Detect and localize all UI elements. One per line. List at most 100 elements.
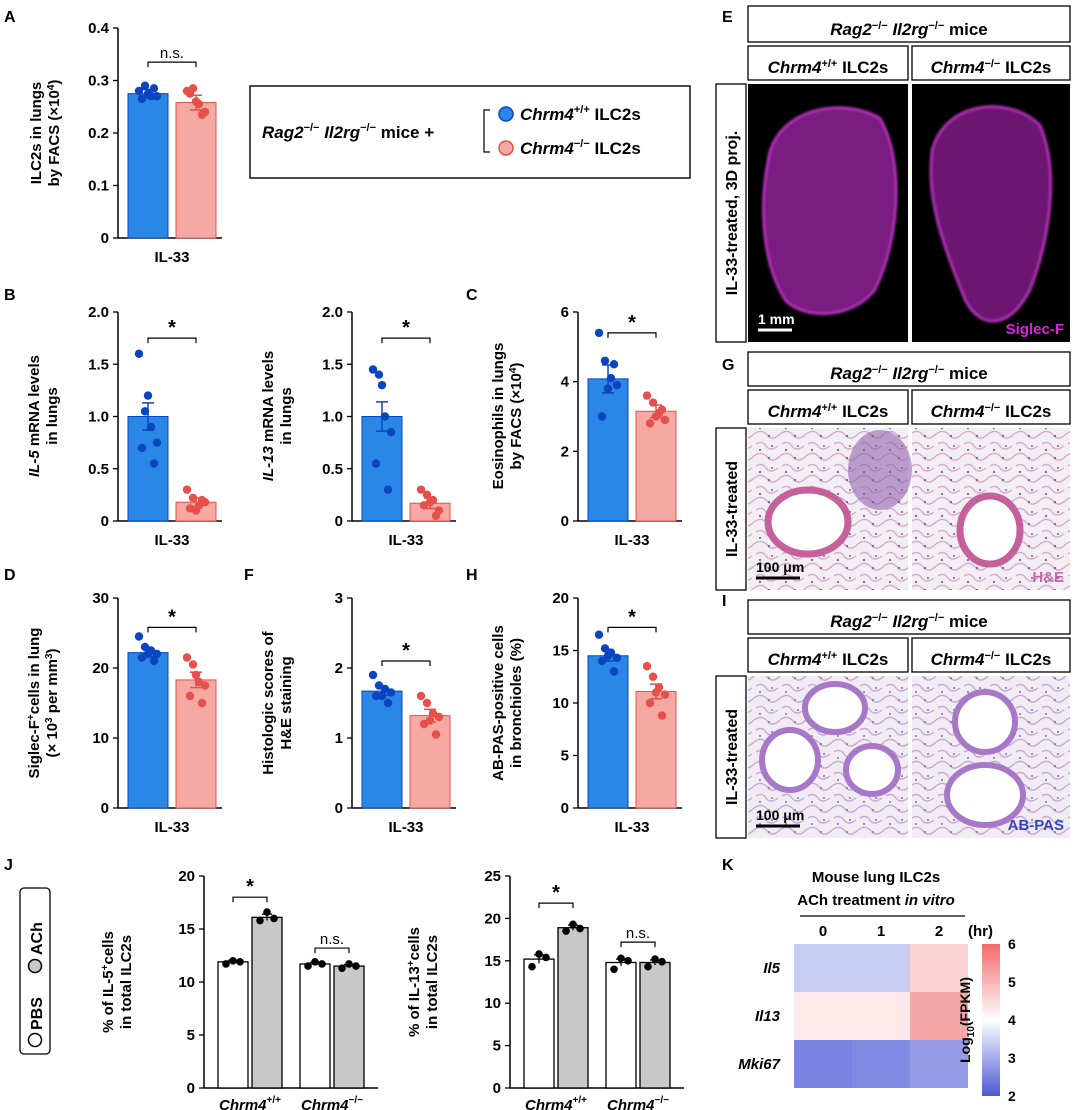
data-point	[149, 84, 159, 93]
data-point	[657, 711, 667, 720]
genotype-legend: Rag2−/− Il2rg−/− mice + Chrm4+/+ ILC2s C…	[249, 85, 691, 179]
panel-label-g: G	[722, 357, 734, 374]
data-point	[603, 384, 613, 393]
genotype-cells: ILC2s	[1000, 58, 1051, 77]
y-axis-label-part: in lungs	[278, 387, 295, 445]
data-point	[562, 927, 570, 935]
y-tick-label: 1.5	[88, 356, 109, 373]
legend-ko-dot	[498, 140, 514, 156]
stain-label-i: AB-PAS	[1008, 817, 1064, 834]
header-part: −/−	[928, 364, 944, 376]
data-point	[338, 964, 346, 973]
bronchiole-g-wt	[764, 486, 852, 558]
data-point	[188, 493, 198, 503]
legend-wt-dot	[498, 106, 514, 122]
colorbar-tick-label: 2	[1008, 1088, 1016, 1104]
significance-label: *	[628, 312, 636, 334]
data-point	[644, 962, 652, 971]
bar-wt	[361, 690, 403, 809]
bronchiole-i-1	[802, 681, 868, 735]
header-box	[747, 5, 1071, 43]
data-point	[140, 407, 150, 416]
data-point	[222, 960, 230, 968]
scale-label-i: 100 μm	[756, 807, 804, 823]
heatmap-x-unit: (hr)	[968, 923, 993, 940]
y-tick-label: 10	[92, 730, 109, 747]
group-gene-sup: +/+	[267, 1095, 282, 1106]
data-point	[569, 920, 577, 929]
y-axis-label-part: (× 10	[44, 723, 61, 758]
data-point	[352, 962, 360, 970]
data-point	[603, 651, 613, 660]
heatmap-cell	[910, 1040, 968, 1088]
data-point	[528, 962, 536, 971]
bar-pbs	[217, 961, 249, 1089]
genotype-sup: +/+	[821, 650, 837, 662]
legend-wt-cells: ILC2s	[590, 105, 641, 124]
heatmap-title: Mouse lung ILC2s	[812, 869, 940, 886]
heatmap-cell	[794, 1040, 852, 1088]
significance-bracket	[147, 626, 197, 633]
y-tick-label: 15	[178, 921, 195, 938]
data-point	[270, 914, 278, 923]
y-axis-label-part: Histologic scores of	[260, 630, 277, 774]
data-point	[648, 672, 658, 681]
y-tick-label: 0.5	[88, 461, 109, 478]
data-point	[236, 958, 244, 966]
y-tick-label: 10	[178, 974, 195, 991]
y-tick-label: 10	[552, 695, 569, 712]
header-text: Rag2−/− Il2rg−/− mice	[830, 20, 988, 39]
legend-rag2: Rag2	[262, 123, 304, 142]
header-box	[747, 599, 1071, 635]
genotype-box	[747, 637, 909, 673]
data-point	[651, 412, 661, 421]
data-point	[535, 950, 543, 958]
header-part: −/−	[928, 20, 944, 32]
data-point	[648, 398, 658, 407]
legend-wt-gene: Chrm4	[520, 105, 574, 124]
data-point	[609, 667, 619, 676]
data-point	[368, 365, 378, 374]
genotype-text: Chrm4−/− ILC2s	[931, 650, 1052, 669]
y-tick-label: 1	[335, 730, 343, 747]
group-label: Chrm4+/+	[525, 1095, 587, 1110]
bar-wt	[361, 416, 403, 522]
data-point	[143, 89, 153, 98]
y-axis-label: % of IL-13+cellsin total ILC2s	[406, 927, 442, 1037]
data-point	[134, 632, 144, 641]
chart-a: 0 0.1 0.2 0.3 0.4 n.s. IL-33 ILC2s in lungsby F…	[28, 20, 222, 266]
data-point	[304, 962, 312, 970]
y-tick-label: 0	[101, 513, 109, 530]
bar-wt	[127, 93, 169, 239]
significance-bracket	[538, 902, 574, 909]
header-part: Il2rg	[888, 364, 929, 383]
y-axis-label: % of IL-5+cellsin total ILC2s	[100, 931, 136, 1033]
header-part: Il2rg	[888, 612, 929, 631]
data-point	[610, 965, 618, 974]
y-axis-label-part: cells	[406, 927, 423, 960]
x-axis-label: IL-33	[388, 819, 423, 836]
colorbar-label-part: (FPKM)	[957, 977, 973, 1026]
heatmap-col-label: 2	[935, 923, 943, 940]
y-tick-label: 20	[178, 868, 195, 885]
significance-bracket	[607, 626, 657, 633]
data-point	[197, 495, 207, 505]
header-text: Rag2−/− Il2rg−/− mice	[830, 612, 988, 631]
data-point	[651, 688, 661, 697]
y-tick-label: 15	[552, 643, 569, 660]
genotype-sup: +/+	[821, 402, 837, 414]
data-point	[149, 656, 159, 666]
y-tick-label: 6	[561, 304, 569, 321]
bronchiole-i-5	[944, 762, 1026, 828]
y-tick-label: 0	[493, 1080, 501, 1097]
heatmap-cell	[852, 1040, 910, 1088]
header-part: Il2rg	[888, 20, 929, 39]
y-tick-label: 5	[187, 1027, 195, 1044]
genotype-box	[911, 637, 1071, 673]
data-point	[191, 97, 201, 106]
chart-h: 0 5 10 15 20 * IL-33 AB-PAS-positive cellsin br…	[490, 590, 682, 836]
y-tick-label: 3	[335, 590, 343, 607]
lung-lobe-ko	[929, 105, 1052, 323]
legend-ko-gene: Chrm4	[520, 139, 574, 158]
genotype-gene: Chrm4	[931, 402, 985, 421]
